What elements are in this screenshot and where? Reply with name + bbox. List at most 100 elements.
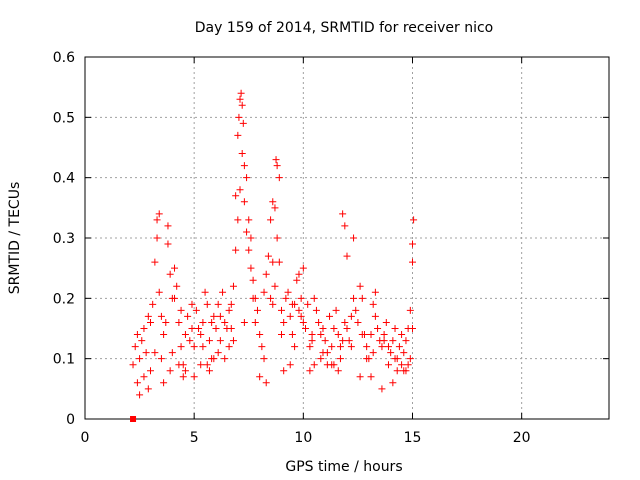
data-point bbox=[350, 294, 358, 302]
data-point bbox=[245, 246, 253, 254]
data-point bbox=[155, 288, 163, 296]
data-point bbox=[288, 331, 296, 339]
data-point bbox=[229, 282, 237, 290]
data-point bbox=[347, 343, 355, 351]
data-point bbox=[336, 355, 344, 363]
data-point bbox=[271, 282, 279, 290]
data-point bbox=[389, 337, 397, 345]
data-point bbox=[409, 240, 416, 248]
data-point bbox=[269, 300, 277, 308]
data-point bbox=[164, 222, 172, 230]
data-point bbox=[203, 300, 211, 308]
data-point bbox=[168, 349, 176, 357]
data-point bbox=[234, 131, 242, 139]
data-point bbox=[153, 216, 161, 224]
data-point bbox=[271, 204, 279, 212]
data-point bbox=[395, 343, 403, 351]
data-point bbox=[367, 373, 375, 381]
data-point bbox=[177, 343, 185, 351]
data-point bbox=[243, 228, 251, 236]
data-point bbox=[147, 318, 154, 326]
data-point bbox=[286, 361, 294, 369]
data-point bbox=[197, 361, 205, 369]
data-point bbox=[260, 288, 268, 296]
data-point bbox=[328, 361, 336, 369]
data-point bbox=[245, 216, 253, 224]
data-point bbox=[312, 306, 320, 314]
data-points bbox=[129, 89, 418, 422]
data-point bbox=[205, 367, 213, 375]
square-marker bbox=[130, 416, 137, 422]
data-point bbox=[284, 288, 292, 296]
data-point bbox=[350, 234, 358, 242]
data-point bbox=[199, 343, 207, 351]
data-point bbox=[299, 318, 307, 326]
data-point bbox=[181, 367, 189, 375]
data-point bbox=[378, 385, 386, 393]
data-point bbox=[142, 349, 150, 357]
data-point bbox=[239, 119, 247, 127]
data-point bbox=[295, 306, 303, 314]
data-point bbox=[269, 258, 277, 266]
data-point bbox=[208, 318, 216, 326]
data-point bbox=[343, 252, 351, 260]
data-point bbox=[358, 331, 366, 339]
data-point bbox=[339, 210, 347, 218]
data-point bbox=[131, 343, 139, 351]
axis-ticks bbox=[84, 56, 609, 420]
data-point bbox=[295, 270, 303, 278]
data-point bbox=[140, 373, 148, 381]
data-point bbox=[177, 306, 185, 314]
data-point bbox=[192, 306, 200, 314]
data-point bbox=[133, 379, 141, 387]
x-axis-label: GPS time / hours bbox=[285, 459, 402, 475]
data-point bbox=[151, 349, 159, 357]
data-point bbox=[343, 325, 351, 332]
data-point bbox=[310, 294, 318, 302]
data-point bbox=[160, 331, 168, 339]
data-point bbox=[144, 312, 152, 320]
data-point bbox=[304, 300, 312, 308]
data-point bbox=[188, 300, 196, 308]
data-point bbox=[347, 312, 355, 320]
data-point bbox=[391, 355, 399, 363]
data-point bbox=[354, 318, 362, 326]
data-point bbox=[253, 306, 261, 314]
data-point bbox=[129, 361, 137, 369]
data-point bbox=[363, 355, 371, 363]
data-point bbox=[262, 270, 270, 278]
data-point bbox=[184, 312, 192, 320]
data-point bbox=[157, 355, 165, 363]
data-point bbox=[393, 367, 401, 375]
data-point bbox=[249, 276, 257, 284]
data-point bbox=[240, 162, 248, 170]
data-point bbox=[315, 318, 323, 326]
data-point bbox=[308, 331, 316, 339]
data-point bbox=[398, 361, 406, 369]
data-point bbox=[280, 318, 288, 326]
data-point bbox=[282, 294, 290, 302]
data-point bbox=[404, 361, 412, 369]
data-point bbox=[336, 343, 344, 351]
data-point bbox=[171, 264, 179, 272]
data-point bbox=[251, 318, 259, 326]
data-point bbox=[179, 373, 187, 381]
data-point bbox=[334, 331, 342, 339]
data-point bbox=[181, 331, 189, 339]
data-point bbox=[398, 331, 406, 339]
data-point bbox=[328, 343, 336, 351]
chart-title: Day 159 of 2014, SRMTID for receiver nic… bbox=[195, 20, 493, 36]
y-tick-label: 0.5 bbox=[53, 110, 75, 126]
y-tick-label: 0.4 bbox=[53, 171, 75, 187]
data-point bbox=[369, 300, 377, 308]
data-point bbox=[278, 331, 285, 339]
data-point bbox=[219, 288, 227, 296]
data-point bbox=[171, 294, 179, 302]
data-point bbox=[363, 343, 371, 351]
data-point bbox=[238, 101, 246, 109]
data-point bbox=[175, 318, 183, 326]
data-point bbox=[317, 331, 325, 339]
data-point bbox=[155, 210, 163, 218]
data-point bbox=[402, 337, 410, 345]
data-point bbox=[201, 288, 209, 296]
